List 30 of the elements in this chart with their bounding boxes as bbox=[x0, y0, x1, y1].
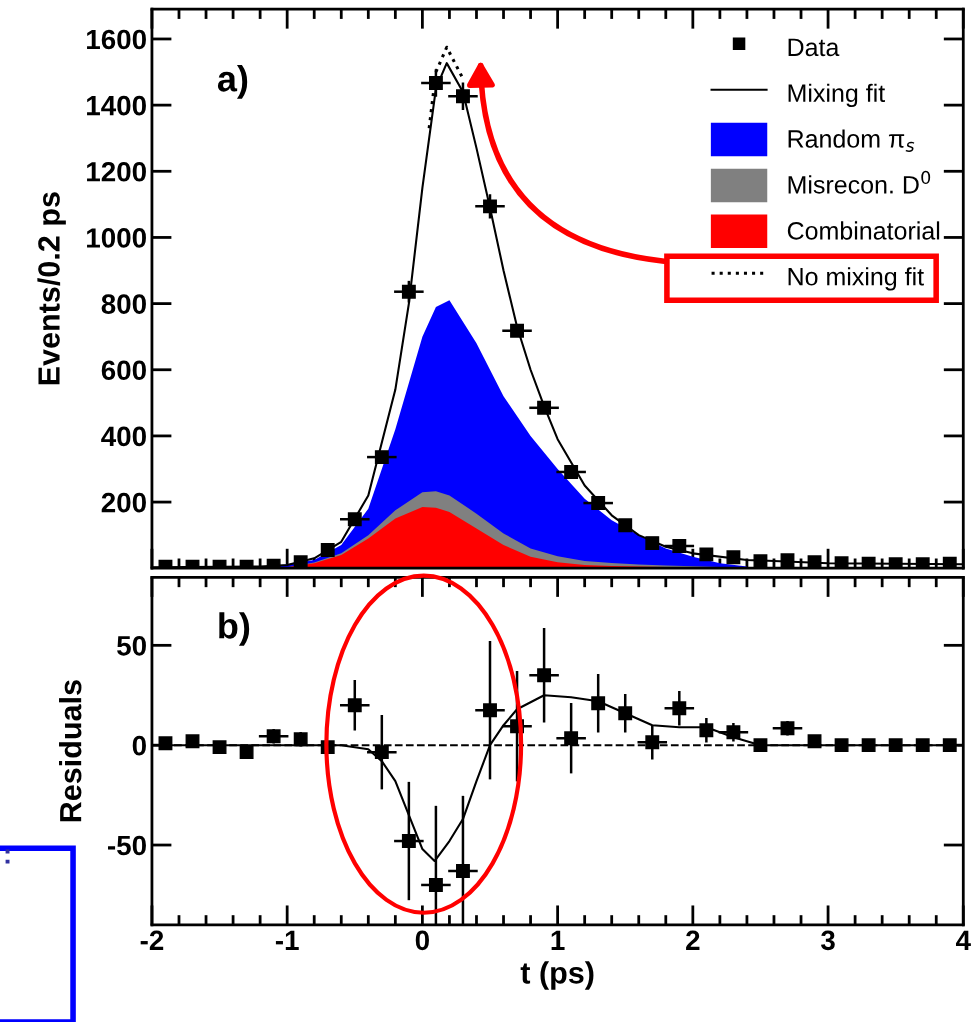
x-tick-label: -1 bbox=[275, 930, 299, 950]
x-tick-label: 2 bbox=[686, 930, 700, 950]
y-tick-label: 800 bbox=[101, 294, 146, 314]
y-tick-label: 600 bbox=[101, 360, 146, 381]
x-tick-label: 3 bbox=[820, 930, 835, 951]
legend-label: Combinatorial bbox=[787, 221, 940, 240]
legend-label: Data bbox=[788, 38, 840, 57]
x-tick-label: 0 bbox=[415, 930, 429, 951]
y-tick-label: 400 bbox=[101, 426, 146, 447]
y-tick-label: 50 bbox=[117, 636, 146, 656]
x-axis-title: t (ps) bbox=[520, 961, 594, 990]
annotation: a) bbox=[217, 65, 248, 99]
y-tick-label: 1400 bbox=[87, 95, 146, 116]
y-axis-title: Events/0.2 ps bbox=[37, 192, 66, 385]
annotation: b) bbox=[219, 612, 250, 646]
y-tick-label: 0 bbox=[132, 735, 146, 756]
y-axis-title: Residuals bbox=[59, 680, 82, 822]
y-tick-label: 1600 bbox=[87, 29, 146, 50]
x-tick-label: 4 bbox=[955, 930, 971, 950]
y-tick-label: 1000 bbox=[87, 228, 146, 248]
legend-label: Misrecon. D$^{0}$ bbox=[788, 170, 931, 194]
y-tick-label: 200 bbox=[101, 492, 146, 513]
y-tick-label: -50 bbox=[108, 835, 146, 856]
text: : bbox=[5, 849, 10, 864]
y-tick-label: 1200 bbox=[87, 161, 146, 182]
legend-label: No mixing fit bbox=[788, 267, 924, 291]
legend-label: Mixing fit bbox=[788, 83, 886, 108]
x-tick-label: -2 bbox=[140, 930, 164, 950]
legend-label: Random π$_{s}$ bbox=[788, 129, 915, 152]
x-tick-label: 1 bbox=[551, 930, 565, 950]
